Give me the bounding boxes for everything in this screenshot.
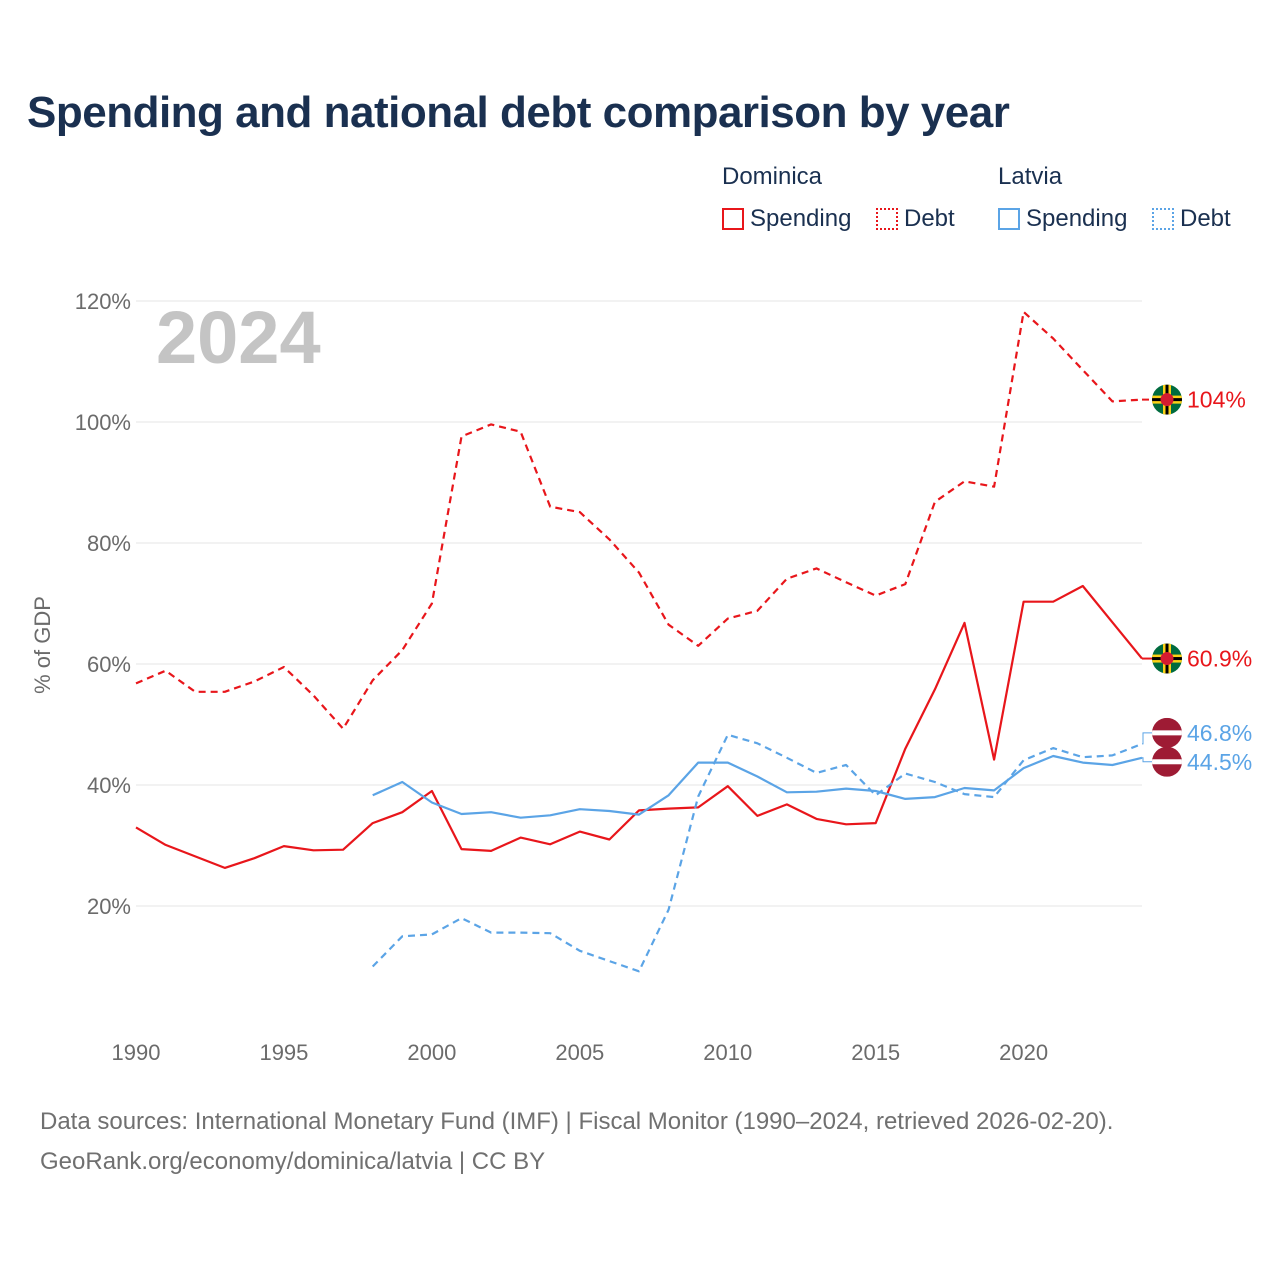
x-tick-label: 2000: [407, 1040, 456, 1065]
legend-swatch-dominica-spending: [722, 208, 744, 230]
end-connector: [1142, 757, 1152, 763]
x-tick-label: 2010: [703, 1040, 752, 1065]
y-tick-label: 20%: [87, 894, 131, 919]
end-label-latvia-spending: 44.5%: [1187, 749, 1252, 775]
legend-swatch-latvia-debt: [1152, 208, 1174, 230]
y-tick-label: 60%: [87, 652, 131, 677]
series-line-dominica-spending: [135, 584, 1143, 870]
x-tick-label: 2020: [999, 1040, 1048, 1065]
legend-label-latvia-debt: Debt: [1180, 205, 1231, 232]
legend-swatch-latvia-spending: [998, 208, 1020, 230]
y-tick-label: 80%: [87, 531, 131, 556]
legend-swatch-dominica-debt: [876, 208, 898, 230]
x-tick-label: 1990: [112, 1040, 161, 1065]
legend-label-latvia-spending: Spending: [1026, 205, 1128, 232]
end-label-latvia-debt: 46.8%: [1187, 720, 1252, 746]
legend-item-dominica-spending[interactable]: Spending: [722, 204, 851, 234]
latvia-flag-icon: [1152, 746, 1182, 777]
series-line-latvia-debt: [371, 733, 1143, 973]
y-axis-label: % of GDP: [30, 596, 55, 694]
end-label-dominica-spending: 60.9%: [1187, 646, 1252, 672]
x-tick-label: 2015: [851, 1040, 900, 1065]
chart-title: Spending and national debt comparison by…: [27, 88, 1010, 137]
dominica-flag-icon: [1152, 384, 1182, 415]
footer-sources: Data sources: International Monetary Fun…: [40, 1108, 1114, 1135]
legend-item-dominica-debt[interactable]: Debt: [876, 204, 955, 234]
series-line-latvia-spending: [372, 754, 1143, 819]
dominica-flag-icon: [1152, 643, 1182, 674]
y-tick-label: 100%: [75, 410, 131, 435]
series-line-dominica-debt: [135, 310, 1143, 730]
legend-label-dominica-debt: Debt: [904, 205, 955, 232]
footer-credit: GeoRank.org/economy/dominica/latvia | CC…: [40, 1148, 546, 1175]
end-label-dominica-debt: 104%: [1187, 387, 1246, 413]
legend-item-latvia-spending[interactable]: Spending: [998, 204, 1127, 234]
y-tick-label: 40%: [87, 773, 131, 798]
latvia-flag-icon: [1152, 717, 1182, 748]
x-tick-label: 1995: [259, 1040, 308, 1065]
x-tick-label: 2005: [555, 1040, 604, 1065]
end-connector: [1142, 732, 1152, 745]
y-tick-label: 120%: [75, 289, 131, 314]
legend-group-dominica: Dominica: [722, 163, 823, 190]
year-watermark: 2024: [156, 296, 321, 379]
legend-group-latvia: Latvia: [998, 163, 1063, 190]
legend-label-dominica-spending: Spending: [750, 205, 852, 232]
legend-item-latvia-debt[interactable]: Debt: [1152, 204, 1231, 234]
